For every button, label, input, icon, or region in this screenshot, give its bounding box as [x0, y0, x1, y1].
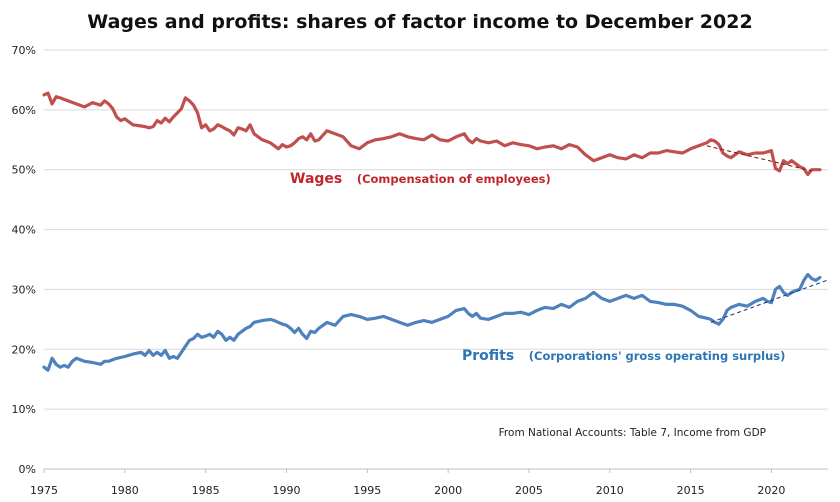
- x-tick-label: 1995: [353, 484, 381, 497]
- x-tick-label: 1975: [30, 484, 58, 497]
- x-tick-label: 2000: [434, 484, 462, 497]
- wages-trend-line: [706, 145, 812, 172]
- wages-name: Wages: [290, 171, 342, 187]
- y-tick-label: 30%: [12, 283, 36, 296]
- wages-desc: (Compensation of employees): [357, 172, 551, 186]
- x-tick-label: 2005: [515, 484, 543, 497]
- wages-series-line: [42, 91, 822, 177]
- x-axis-ticks: 1975 1980 1985 1990 1995 2000 2005 2010 2015 2020: [30, 469, 785, 497]
- y-tick-label: 70%: [12, 44, 36, 57]
- x-tick-label: 2010: [596, 484, 624, 497]
- y-tick-label: 20%: [12, 343, 36, 356]
- y-tick-label: 50%: [12, 164, 36, 177]
- profits-annotation: Profits (Corporations' gross operating s…: [462, 345, 785, 364]
- profits-desc: (Corporations' gross operating surplus): [529, 349, 786, 363]
- y-tick-label: 0%: [19, 463, 36, 476]
- y-tick-label: 60%: [12, 104, 36, 117]
- series-lines: [42, 91, 829, 372]
- y-axis-ticks: 0% 10% 20% 30% 40% 50% 60% 70%: [12, 44, 36, 476]
- x-tick-label: 1980: [111, 484, 139, 497]
- wages-annotation: Wages (Compensation of employees): [290, 168, 551, 187]
- x-tick-label: 2020: [757, 484, 785, 497]
- y-tick-label: 10%: [12, 403, 36, 416]
- x-tick-label: 1990: [272, 484, 300, 497]
- x-tick-label: 1985: [192, 484, 220, 497]
- profits-name: Profits: [462, 348, 514, 364]
- profits-series-line: [42, 272, 822, 372]
- y-tick-label: 40%: [12, 224, 36, 237]
- x-tick-label: 2015: [677, 484, 705, 497]
- grid-lines: [44, 49, 828, 470]
- source-note: From National Accounts: Table 7, Income …: [499, 427, 766, 439]
- chart-title: Wages and profits: shares of factor inco…: [87, 11, 752, 33]
